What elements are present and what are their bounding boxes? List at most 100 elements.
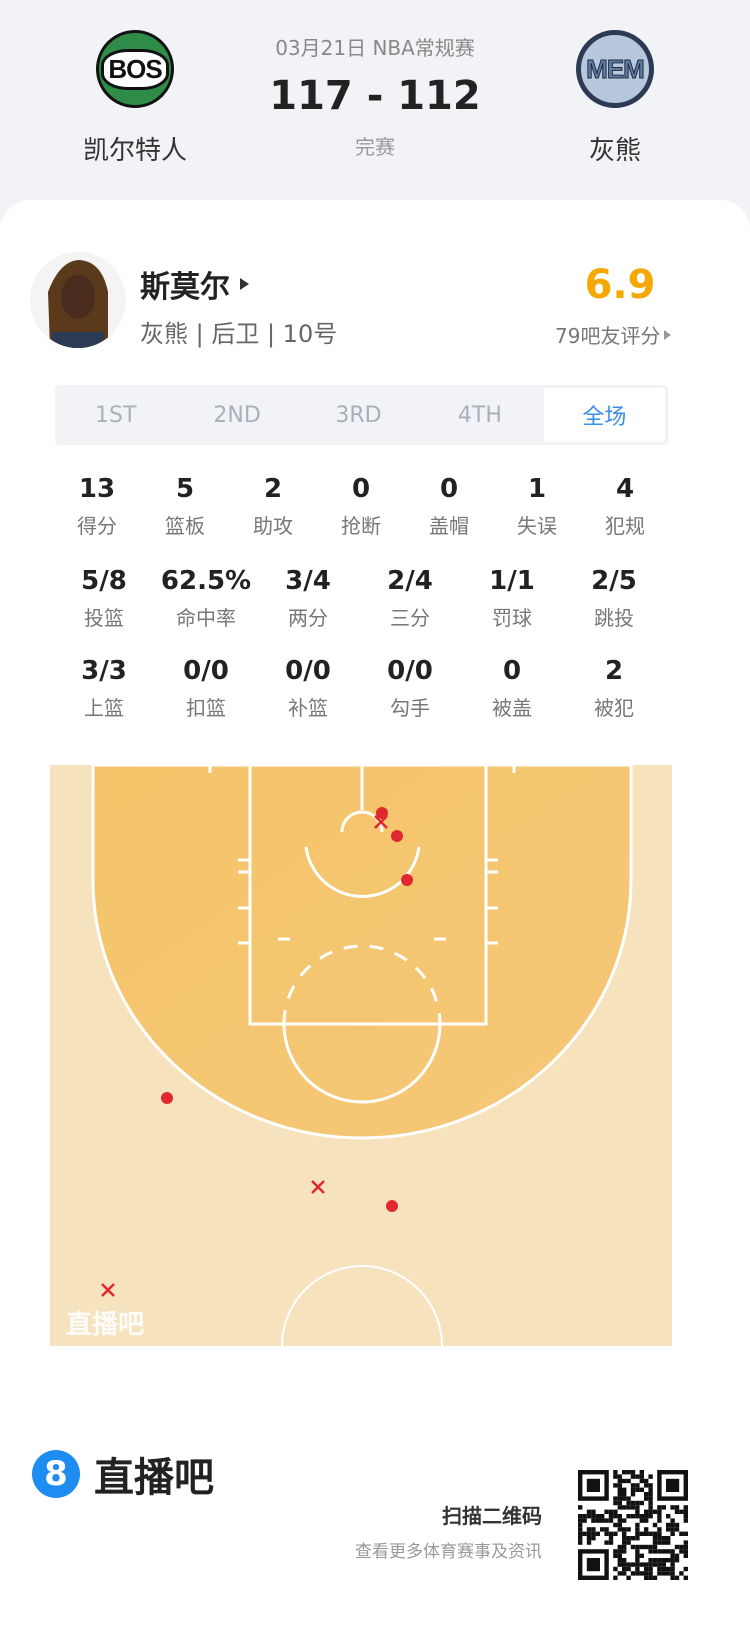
center-circle	[281, 1265, 443, 1346]
stat-勾手: 0/0 勾手	[355, 656, 465, 721]
home-team[interactable]: BOS 凯尔特人	[35, 30, 235, 167]
stat-得分: 13 得分	[42, 474, 152, 539]
stat-补篮: 0/0 补篮	[253, 656, 363, 721]
game-date-league: 03月21日 NBA常规赛	[275, 36, 475, 60]
stat-value: 1	[527, 474, 547, 504]
shot-made-marker	[401, 874, 413, 886]
stat-罚球: 1/1 罚球	[457, 566, 567, 631]
player-info: 灰熊 | 后卫 | 10号	[140, 320, 338, 348]
stat-label: 两分	[288, 606, 328, 630]
stat-label: 助攻	[253, 514, 293, 538]
stat-value: 2	[604, 656, 624, 686]
away-team[interactable]: MEM 灰熊	[515, 30, 715, 167]
stat-value: 0/0	[387, 656, 433, 686]
shot-made-marker	[391, 830, 403, 842]
brand-logo: 8 直播吧	[32, 1445, 214, 1503]
tab-2nd[interactable]: 2ND	[213, 402, 261, 428]
period-tabs: 1ST 2ND 3RD 4TH 全场	[55, 385, 668, 445]
stat-label: 盖帽	[429, 514, 469, 538]
player-name-link[interactable]: 斯莫尔	[140, 262, 249, 306]
stat-value: 0	[502, 656, 522, 686]
tab-3rd[interactable]: 3RD	[335, 402, 382, 428]
stat-盖帽: 0 盖帽	[394, 474, 504, 539]
stat-value: 4	[615, 474, 635, 504]
stat-value: 3/3	[81, 656, 127, 686]
stat-被盖: 0 被盖	[457, 656, 567, 721]
stat-label: 投篮	[84, 606, 124, 630]
bos-logo: BOS	[96, 30, 174, 108]
stat-label: 抢断	[341, 514, 381, 538]
stat-篮板: 5 篮板	[130, 474, 240, 539]
stat-助攻: 2 助攻	[218, 474, 328, 539]
stat-value: 0/0	[285, 656, 331, 686]
home-team-name: 凯尔特人	[82, 136, 187, 166]
tab-1st[interactable]: 1ST	[95, 402, 137, 428]
stat-被犯: 2 被犯	[559, 656, 669, 721]
stat-label: 勾手	[390, 696, 430, 720]
shot-chart: 直播吧	[50, 765, 672, 1346]
stat-value: 0/0	[183, 656, 229, 686]
stat-value: 1/1	[489, 566, 535, 596]
stat-label: 篮板	[165, 514, 205, 538]
stat-扣篮: 0/0 扣篮	[151, 656, 261, 721]
avatar-image	[48, 260, 108, 348]
player-rating: 6.9	[584, 262, 656, 308]
stat-label: 上篮	[84, 696, 124, 720]
shot-made-marker	[376, 807, 388, 819]
player-avatar[interactable]	[30, 252, 126, 348]
stat-value: 5/8	[81, 566, 127, 596]
stat-三分: 2/4 三分	[355, 566, 465, 631]
stat-value: 13	[78, 474, 116, 504]
stat-失误: 1 失误	[482, 474, 592, 539]
brand-name: 直播吧	[94, 1455, 214, 1501]
shot-missed-marker	[101, 1283, 115, 1297]
stat-value: 2/4	[387, 566, 433, 596]
qr-subtitle: 查看更多体育赛事及资讯	[355, 1542, 542, 1562]
tab-full-game[interactable]: 全场	[543, 388, 666, 442]
court-lines	[208, 765, 516, 1104]
away-team-name: 灰熊	[588, 136, 641, 166]
stat-value: 62.5%	[160, 566, 252, 596]
stat-label: 三分	[390, 606, 430, 630]
tab-4th[interactable]: 4TH	[457, 402, 502, 428]
stat-value: 2/5	[591, 566, 637, 596]
shot-made-marker	[386, 1200, 398, 1212]
shot-missed-marker	[311, 1180, 325, 1194]
rating-count: 79吧友评分	[555, 324, 661, 348]
rating-link[interactable]: 79吧友评分	[555, 320, 672, 349]
court-watermark: 直播吧	[66, 1310, 144, 1340]
stat-label: 跳投	[594, 606, 634, 630]
stat-label: 罚球	[492, 606, 532, 630]
qr-title: 扫描二维码	[442, 1504, 542, 1528]
shot-missed-marker	[374, 815, 388, 829]
stat-value: 0	[351, 474, 371, 504]
stat-label: 命中率	[176, 606, 236, 630]
stat-value: 3/4	[285, 566, 331, 596]
game-score: 117 - 112	[269, 73, 481, 119]
player-name: 斯莫尔	[140, 270, 230, 305]
stat-value: 5	[175, 474, 195, 504]
mem-logo: MEM	[576, 30, 654, 108]
shot-made-marker	[161, 1092, 173, 1104]
stat-label: 失误	[517, 514, 557, 538]
stat-上篮: 3/3 上篮	[49, 656, 159, 721]
stat-value: 2	[263, 474, 283, 504]
stat-跳投: 2/5 跳投	[559, 566, 669, 631]
stat-抢断: 0 抢断	[306, 474, 416, 539]
qr-code[interactable]	[578, 1470, 688, 1580]
stat-投篮: 5/8 投篮	[49, 566, 159, 631]
three-point-line	[91, 765, 633, 1140]
stat-两分: 3/4 两分	[253, 566, 363, 631]
caret-right-icon	[664, 329, 672, 340]
stat-命中率: 62.5% 命中率	[151, 566, 261, 631]
game-status: 完赛	[355, 135, 395, 159]
stat-label: 被犯	[594, 696, 634, 720]
stat-value: 0	[439, 474, 459, 504]
stat-label: 补篮	[288, 696, 328, 720]
stat-犯规: 4 犯规	[570, 474, 680, 539]
stat-label: 被盖	[492, 696, 532, 720]
stat-label: 犯规	[605, 514, 645, 538]
brand-8-icon: 8	[32, 1450, 80, 1498]
stat-label: 扣篮	[186, 696, 226, 720]
caret-right-icon	[240, 278, 249, 290]
